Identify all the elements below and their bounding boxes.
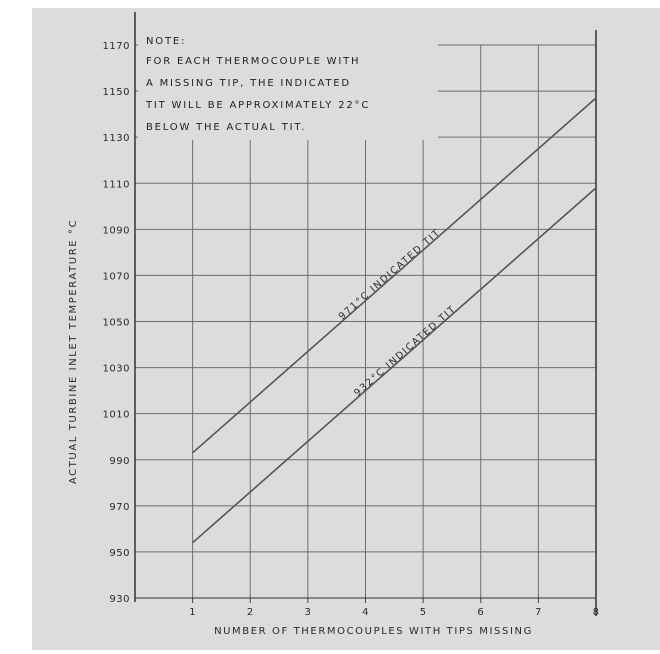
y-tick-label: 950 [109, 548, 130, 559]
series-line [192, 97, 597, 454]
y-tick-label: 1030 [103, 364, 130, 375]
x-tick-label: 5 [420, 607, 427, 618]
x-tick-label: 4 [362, 607, 369, 618]
y-tick-label: 930 [109, 594, 130, 605]
x-tick-labels: 1 2 3 4 5 6 7 8 [189, 607, 599, 618]
y-tick-label: 1090 [103, 225, 130, 236]
y-tick-label: 1110 [103, 179, 130, 190]
note-line-3: TIT WILL BE APPROXIMATELY 22°C [145, 100, 370, 111]
y-tick-label: 1170 [103, 41, 130, 52]
note-line-2: A MISSING TIP, THE INDICATED [146, 78, 351, 89]
y-tick-label: 1010 [103, 410, 130, 421]
x-tick-label: 1 [189, 607, 196, 618]
plot-border [134, 12, 597, 616]
y-tick-labels: 930 950 970 990 1010 1030 1050 1070 1090 1110 1130… [103, 41, 130, 605]
note-background [138, 28, 438, 140]
y-axis-label: ACTUAL TURBINE INLET TEMPERATURE °C [68, 219, 79, 484]
x-tick-label: 7 [535, 607, 542, 618]
y-tick-label: 1070 [103, 271, 130, 282]
y-tick-label: 990 [109, 456, 130, 467]
note-title: NOTE: [146, 36, 186, 47]
note-line-1: FOR EACH THERMOCOUPLE WITH [146, 56, 360, 67]
series-line [192, 187, 597, 544]
x-tick-label: 3 [304, 607, 311, 618]
x-tick-label: 6 [477, 607, 484, 618]
x-tick-label: 8 [593, 607, 600, 618]
y-tick-label: 1150 [103, 87, 130, 98]
note-box: NOTE: FOR EACH THERMOCOUPLE WITH A MISSI… [138, 28, 438, 140]
x-tick-label: 2 [247, 607, 254, 618]
y-tick-label: 1130 [103, 133, 130, 144]
y-tick-label: 1050 [103, 318, 130, 329]
y-tick-label: 970 [109, 502, 130, 513]
note-line-4: BELOW THE ACTUAL TIT. [146, 122, 306, 133]
x-axis-label: NUMBER OF THERMOCOUPLES WITH TIPS MISSIN… [214, 626, 533, 637]
series-lines [192, 97, 597, 544]
